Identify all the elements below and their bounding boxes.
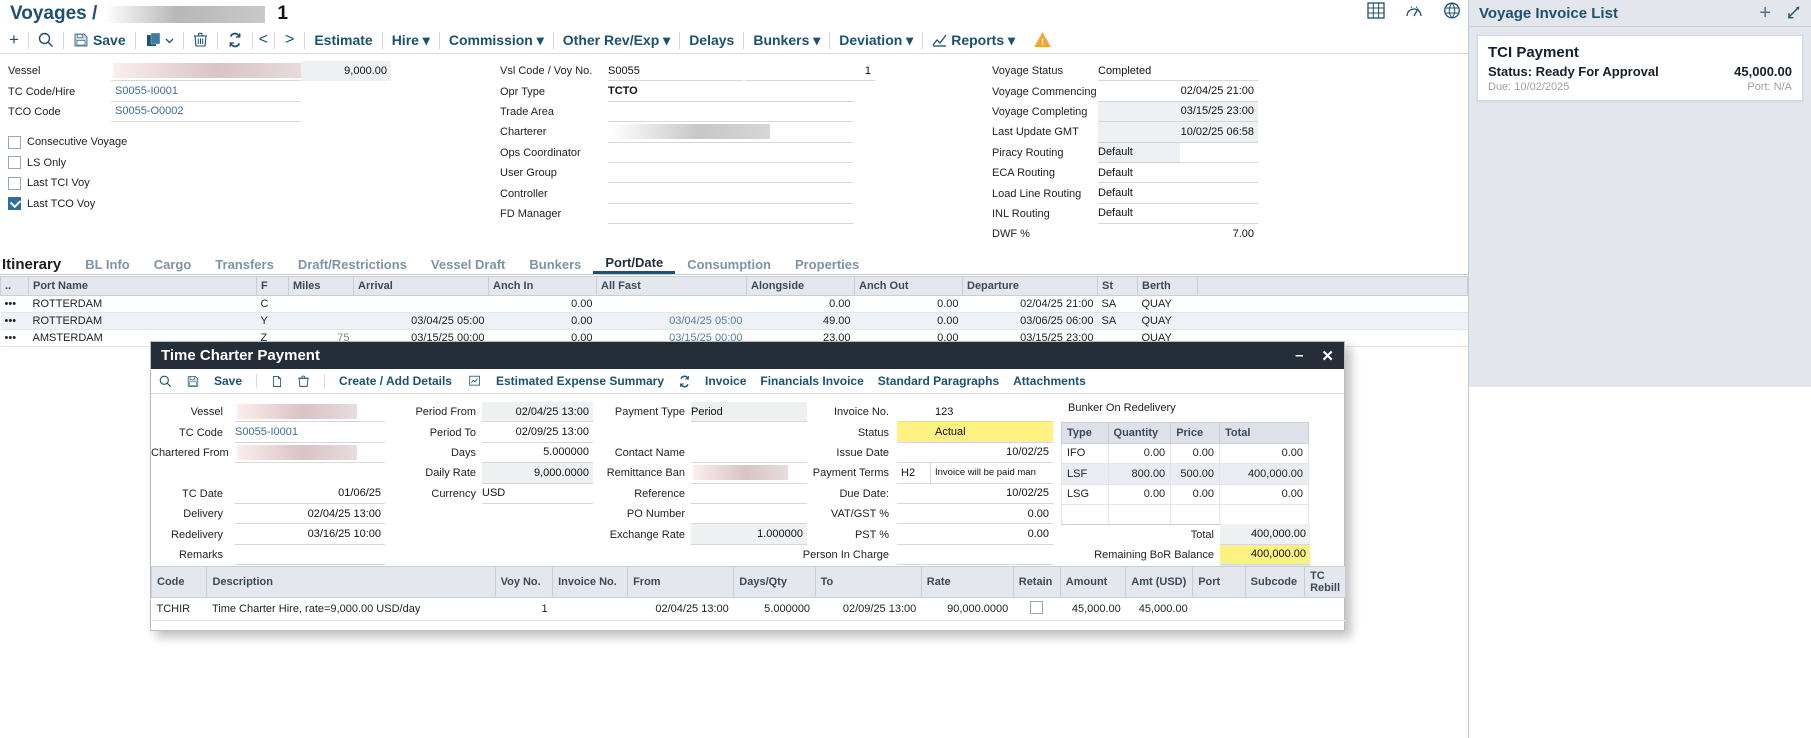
svg-text:!: ! xyxy=(1041,37,1044,47)
